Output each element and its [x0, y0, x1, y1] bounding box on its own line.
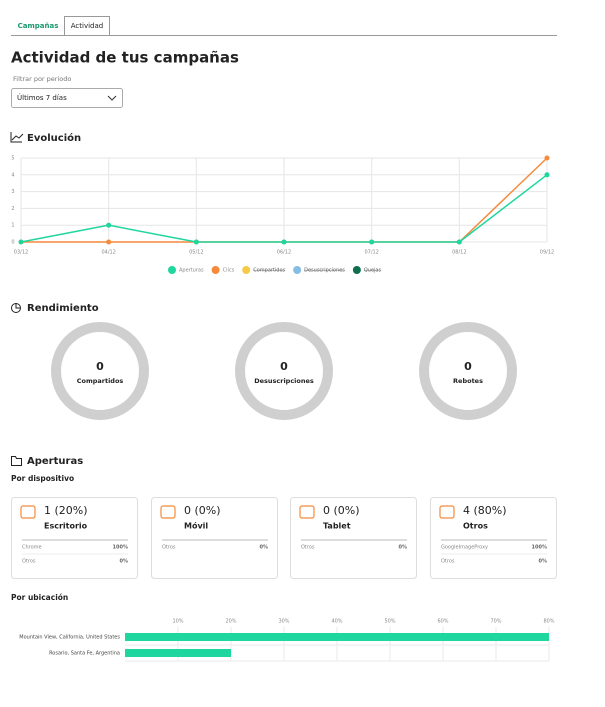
card: [11, 497, 138, 579]
donut-value: 0: [280, 360, 288, 373]
select[interactable]: [11, 88, 123, 108]
legend-swatch: [352, 266, 361, 274]
point: [106, 222, 112, 228]
subsection-title: Por dispositivo: [11, 474, 74, 483]
row-value: 100%: [113, 545, 128, 551]
donut: [51, 322, 149, 420]
icon: [15, 303, 21, 309]
icon: [11, 456, 22, 466]
card-icon: [299, 505, 315, 519]
y-tick-label: 5: [11, 156, 14, 162]
tab[interactable]: Actividad: [71, 22, 103, 30]
select-value[interactable]: Últimos 7 días: [17, 93, 67, 102]
bar-label: Rosario, Santa Fe, Argentina: [49, 651, 120, 657]
card-value: 1 (20%): [44, 504, 88, 517]
point: [281, 239, 287, 245]
donut: [235, 322, 333, 420]
donut-label: Desuscripciones: [254, 377, 314, 385]
legend-swatch: [168, 266, 176, 274]
x-tick-label: 40%: [331, 619, 342, 625]
card-label: Escritorio: [44, 522, 88, 531]
y-tick-label: 1: [11, 223, 14, 229]
row-value: 0%: [120, 559, 129, 565]
page-title: Actividad de tus campañas: [11, 49, 239, 67]
x-tick-label: 09/12: [540, 250, 554, 256]
filter-label: Filtrar por periodo: [13, 75, 71, 83]
x-tick-label: 30%: [278, 619, 289, 625]
bar: [125, 649, 231, 657]
row-name: Otros: [441, 559, 455, 565]
card-icon: [20, 505, 36, 519]
tab-active[interactable]: [64, 16, 110, 36]
card: [290, 497, 417, 579]
row-name: Otros: [22, 559, 36, 565]
y-tick-label: 3: [11, 189, 14, 195]
card-icon: [160, 505, 176, 519]
x-tick-label: 80%: [543, 619, 554, 625]
point: [18, 239, 24, 245]
row-value: 0%: [260, 545, 269, 551]
y-tick-label: 2: [11, 206, 14, 212]
legend-label[interactable]: Quejas: [364, 268, 382, 274]
bar: [125, 633, 549, 641]
legend-label[interactable]: Clics: [223, 268, 235, 274]
x-tick-label: 20%: [225, 619, 236, 625]
point: [456, 239, 462, 245]
card-label: Tablet: [323, 522, 351, 531]
row-name: Otros: [162, 545, 176, 551]
point: [369, 239, 375, 245]
tab[interactable]: Campañas: [18, 22, 59, 30]
x-tick-label: 04/12: [101, 250, 115, 256]
card: [430, 497, 557, 579]
card-value: 0 (0%): [184, 504, 221, 517]
row-name: GoogleImageProxy: [441, 545, 488, 551]
x-tick-label: 60%: [437, 619, 448, 625]
point: [544, 155, 550, 161]
donut-value: 0: [96, 360, 104, 373]
legend-swatch: [293, 266, 302, 274]
row-value: 100%: [532, 545, 547, 551]
section-title: Evolución: [27, 132, 81, 144]
subsection-title: Por ubicación: [11, 593, 68, 602]
card-value: 0 (0%): [323, 504, 360, 517]
row-value: 0%: [399, 545, 408, 551]
legend-label[interactable]: Aperturas: [179, 268, 204, 274]
card-label: Otros: [463, 522, 488, 531]
card-icon: [439, 505, 455, 519]
legend-label[interactable]: Compartidos: [253, 268, 285, 274]
card-label: Móvil: [184, 521, 208, 531]
x-tick-label: 03/12: [14, 250, 28, 256]
section-title: Rendimiento: [27, 303, 99, 314]
chevron: [107, 95, 117, 101]
row-name: Otros: [301, 545, 315, 551]
y-tick-label: 4: [11, 172, 14, 178]
donut-label: Rebotes: [453, 377, 483, 385]
point: [106, 239, 112, 245]
icon: [10, 132, 24, 143]
x-tick-label: 50%: [384, 619, 395, 625]
x-tick-label: 08/12: [452, 250, 466, 256]
legend-swatch: [211, 266, 220, 274]
x-tick-label: 06/12: [277, 250, 291, 256]
y-tick-label: 0: [11, 240, 14, 246]
row-value: 0%: [539, 559, 548, 565]
section-title: Aperturas: [27, 456, 83, 467]
x-tick-label: 05/12: [189, 250, 203, 256]
donut-label: Compartidos: [77, 377, 124, 385]
donut-value: 0: [464, 360, 472, 373]
x-tick-label: 07/12: [364, 250, 378, 256]
donut: [419, 322, 517, 420]
row-name: Chrome: [22, 545, 42, 551]
legend-swatch: [242, 266, 251, 274]
card-value: 4 (80%): [463, 504, 507, 517]
x-tick-label: 10%: [172, 619, 183, 625]
point: [544, 172, 550, 178]
bar-label: Mountain View, California, United States: [19, 635, 120, 641]
x-tick-label: 70%: [490, 619, 501, 625]
point: [193, 239, 199, 245]
legend-label[interactable]: Desuscripciones: [304, 268, 345, 274]
card: [151, 497, 278, 579]
